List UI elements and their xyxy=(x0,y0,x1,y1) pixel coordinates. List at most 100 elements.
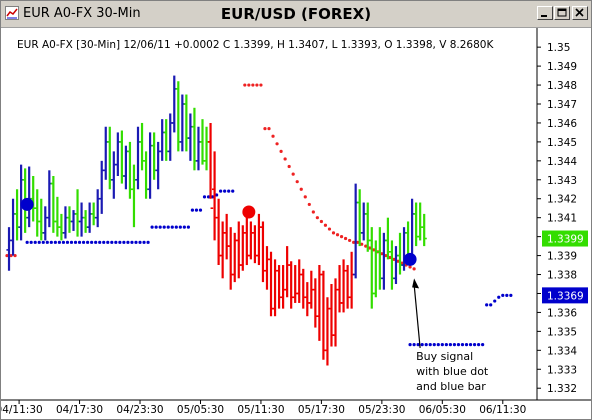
stop-dot-buy xyxy=(170,225,174,229)
stop-dot-sell xyxy=(311,210,315,214)
stop-dot-buy xyxy=(428,343,432,347)
stop-dot-sell xyxy=(259,83,263,87)
stop-dot-buy xyxy=(448,343,452,347)
y-tick-label: 1.341 xyxy=(547,213,577,225)
stop-dot-buy xyxy=(146,240,150,244)
stop-dot-sell xyxy=(343,236,348,241)
stop-dot-buy xyxy=(41,240,45,244)
minimize-button[interactable] xyxy=(537,6,553,20)
stop-dot-buy xyxy=(420,343,424,347)
x-tick-label: 05/23:30 xyxy=(358,404,405,416)
stop-dot-buy xyxy=(126,240,130,244)
stop-dot-sell xyxy=(331,231,336,235)
stop-dot-sell xyxy=(5,253,9,258)
stop-dot-sell xyxy=(412,267,416,271)
x-tick-label: 06/11:30 xyxy=(479,404,526,416)
stop-dot-sell xyxy=(267,127,271,131)
stop-dot-sell xyxy=(283,157,287,161)
stop-dot-buy xyxy=(53,240,57,244)
stop-dot-buy xyxy=(468,343,473,347)
stop-dot-buy xyxy=(114,240,118,244)
y-tick-label: 1.342 xyxy=(547,194,577,206)
stop-dot-buy xyxy=(477,343,481,347)
maximize-icon xyxy=(557,8,567,17)
x-tick-label: 06/05:30 xyxy=(419,404,466,416)
last-price-box-label: 1.3399 xyxy=(547,234,584,246)
stop-dot-buy xyxy=(110,240,114,244)
stop-dot-buy xyxy=(25,240,29,244)
stop-dot-buy xyxy=(460,343,465,347)
last-price-box-bg xyxy=(542,230,588,247)
stop-dot-buy xyxy=(69,240,74,244)
stop-dot-sell xyxy=(388,255,392,260)
stop-dot-buy xyxy=(166,225,170,229)
stop-dot-buy xyxy=(73,240,78,244)
stop-dot-sell xyxy=(295,180,299,184)
stop-dot-buy xyxy=(178,225,182,229)
price-bar xyxy=(207,122,214,210)
chart-axes: 1.3321.3331.3341.3351.3361.3371.3381.339… xyxy=(1,42,588,416)
stop-dot-buy xyxy=(227,189,231,193)
stop-dot-buy xyxy=(122,240,126,244)
maximize-button[interactable] xyxy=(554,6,570,20)
stop-dot-buy xyxy=(497,295,501,299)
stop-dot-sell xyxy=(352,240,356,244)
stop-price-box: 1.3369 xyxy=(542,287,588,304)
stop-dot-buy xyxy=(182,225,186,229)
stop-dot-sell xyxy=(408,265,412,269)
stop-dot-buy xyxy=(86,240,90,244)
stop-dot-sell xyxy=(396,259,400,263)
stop-dot-sell xyxy=(356,240,360,244)
stop-dot-buy xyxy=(37,240,41,244)
stop-dot-sell xyxy=(13,253,17,258)
stop-dot-sell xyxy=(368,246,372,250)
stop-dot-buy xyxy=(130,240,134,244)
stop-dot-buy xyxy=(202,195,207,199)
stop-dot-sell xyxy=(251,83,255,87)
x-tick-label: 05/05:30 xyxy=(177,404,224,416)
stop-dot-sell xyxy=(299,187,303,191)
y-tick-label: 1.344 xyxy=(547,156,577,168)
stop-dot-sell xyxy=(307,202,311,207)
stop-dot-sell xyxy=(319,219,323,224)
chart-marks xyxy=(5,75,513,366)
buy-signal-annotation: Buy signal with blue dot and blue bar xyxy=(412,278,489,393)
stop-dot-buy xyxy=(444,343,448,347)
stop-dot-sell xyxy=(364,244,368,248)
stop-dot-buy xyxy=(472,343,477,347)
x-tick-label: 04/17:30 xyxy=(56,404,103,416)
y-tick-label: 1.35 xyxy=(547,42,570,54)
stop-dot-buy xyxy=(489,303,493,307)
stop-dot-sell xyxy=(303,195,307,199)
stop-dot-buy xyxy=(57,240,62,244)
title-bar[interactable]: EUR A0-FX 30-Min EUR/USD (FOREX) xyxy=(1,1,591,28)
stop-dot-sell xyxy=(323,223,328,227)
y-tick-label: 1.336 xyxy=(547,307,577,319)
stop-dot-sell xyxy=(335,233,340,237)
stop-price-box-label: 1.3369 xyxy=(547,290,584,302)
x-tick-label: 04/11:30 xyxy=(1,404,43,416)
stop-dot-buy xyxy=(493,299,497,303)
window-title: EUR A0-FX 30-Min xyxy=(23,6,141,21)
stop-dot-sell xyxy=(279,149,283,153)
stop-dot-buy xyxy=(408,343,412,347)
stop-dot-buy xyxy=(106,240,110,244)
stop-dot-buy xyxy=(49,240,53,244)
annotation-text-line: with blue dot xyxy=(416,365,489,378)
stop-dot-buy xyxy=(174,225,178,229)
stop-dot-sell xyxy=(327,227,332,231)
stop-price-box-bg xyxy=(542,287,588,304)
y-tick-label: 1.339 xyxy=(547,251,577,263)
stop-dot-buy xyxy=(138,240,142,244)
close-button[interactable] xyxy=(572,6,588,20)
stop-dot-buy xyxy=(162,225,166,229)
stop-dot-sell xyxy=(392,257,396,261)
stop-dot-sell xyxy=(271,134,275,138)
close-icon xyxy=(575,8,584,17)
chart-app-icon xyxy=(5,6,19,20)
chart-header-text: EUR A0-FX [30-Min] 12/06/11 +0.0002 C 1.… xyxy=(17,39,494,51)
stop-dot-buy xyxy=(142,240,146,244)
annotation-arrow xyxy=(413,284,421,348)
stop-dot-buy xyxy=(150,225,154,229)
